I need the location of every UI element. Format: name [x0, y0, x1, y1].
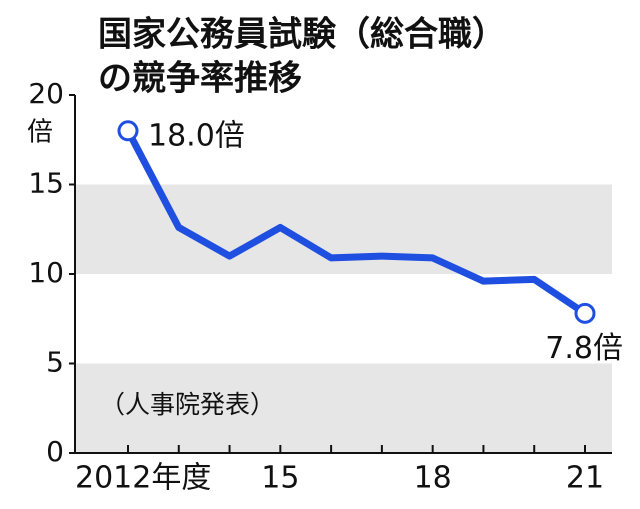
point-marker: [117, 120, 139, 142]
y-unit: 倍: [27, 118, 53, 148]
x-tick-label: 18: [414, 461, 452, 496]
data-label: 18.0倍: [148, 118, 245, 153]
data-line: [124, 129, 587, 317]
chart-title: 国家公務員試験（総合職）: [98, 15, 506, 55]
y-tick-label: 15: [28, 167, 64, 200]
x-tick-label: 15: [261, 461, 299, 496]
y-tick-label: 5: [46, 346, 64, 379]
y-tick-label: 0: [46, 435, 64, 468]
source-note: （人事院発表）: [100, 390, 275, 419]
chart-title: の競争率推移: [98, 59, 302, 99]
data-label: 7.8倍: [545, 331, 623, 366]
x-tick-label: 21: [566, 461, 604, 496]
point-marker: [574, 302, 596, 324]
x-tick-label: 2012年度: [75, 461, 211, 496]
y-tick-label: 20: [28, 77, 64, 110]
y-tick-label: 10: [28, 256, 64, 289]
grid-band: [75, 363, 612, 453]
